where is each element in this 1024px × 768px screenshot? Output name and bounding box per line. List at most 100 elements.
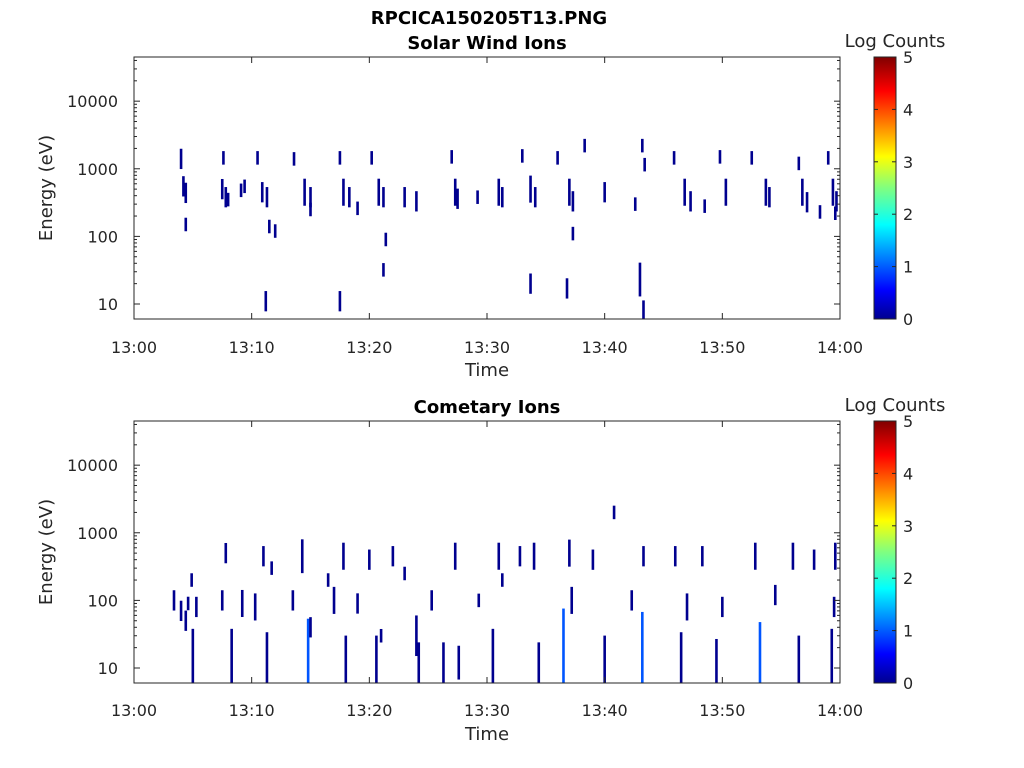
x-tick-label: 13:30 bbox=[464, 701, 510, 720]
heatmap-cell bbox=[603, 182, 606, 203]
x-tick-label: 13:00 bbox=[111, 701, 157, 720]
y-tick-label: 10 bbox=[98, 295, 118, 314]
heatmap-cell bbox=[430, 590, 433, 611]
heatmap-cell bbox=[568, 539, 571, 567]
x-tick-label: 14:00 bbox=[817, 338, 863, 357]
heatmap-cell bbox=[220, 590, 224, 611]
heatmap-cell bbox=[224, 542, 228, 564]
heatmap-cell bbox=[831, 178, 835, 206]
heatmap-cell bbox=[382, 263, 385, 277]
heatmap-cell bbox=[476, 190, 479, 204]
heatmap-cell bbox=[453, 542, 457, 570]
heatmap-cell bbox=[309, 187, 312, 208]
heatmap-cell bbox=[303, 178, 306, 206]
heatmap-cell bbox=[801, 178, 804, 206]
heatmap-cell bbox=[456, 188, 459, 209]
heatmap-cell bbox=[679, 632, 683, 683]
y-tick-label: 10000 bbox=[67, 92, 118, 111]
x-axis-label: Time bbox=[464, 360, 509, 381]
heatmap-cell bbox=[826, 151, 830, 165]
heatmap-cell bbox=[642, 546, 645, 567]
colorbar-tick-label: 4 bbox=[903, 464, 913, 483]
x-tick-label: 13:40 bbox=[582, 338, 628, 357]
y-tick-label: 100 bbox=[87, 227, 118, 246]
heatmap-cell bbox=[453, 178, 457, 206]
heatmap-cell bbox=[832, 596, 836, 618]
heatmap-cell bbox=[533, 187, 537, 208]
heatmap-cell bbox=[172, 590, 176, 611]
heatmap-cell bbox=[356, 593, 359, 614]
heatmap-cell bbox=[570, 586, 574, 614]
heatmap-cell bbox=[309, 202, 312, 217]
heatmap-cell bbox=[562, 608, 565, 683]
colorbar-tick-label: 5 bbox=[903, 412, 913, 431]
heatmap-cell bbox=[797, 635, 801, 683]
heatmap-cell bbox=[835, 191, 838, 212]
heatmap-cell bbox=[583, 138, 586, 153]
heatmap-cell bbox=[568, 178, 571, 206]
heatmap-cell bbox=[805, 192, 809, 213]
heatmap-cell bbox=[500, 573, 504, 587]
chart-title: Cometary Ions bbox=[414, 397, 561, 418]
heatmap-cell bbox=[356, 201, 359, 216]
heatmap-cell bbox=[565, 278, 569, 299]
colorbar bbox=[873, 420, 897, 684]
heatmap-cell bbox=[338, 291, 342, 312]
heatmap-cell bbox=[812, 549, 816, 570]
heatmap-cell bbox=[264, 291, 268, 312]
colorbar bbox=[873, 56, 897, 320]
x-tick-label: 13:40 bbox=[582, 701, 628, 720]
heatmap-cell bbox=[497, 542, 501, 570]
heatmap-cell bbox=[182, 176, 185, 197]
heatmap-cell bbox=[309, 617, 312, 638]
heatmap-cell bbox=[265, 187, 269, 208]
heatmap-cell bbox=[638, 262, 642, 297]
heatmap-cell bbox=[326, 573, 330, 587]
heatmap-cell bbox=[773, 584, 777, 606]
heatmap-cell bbox=[641, 138, 644, 153]
heatmap-cell bbox=[268, 219, 271, 234]
heatmap-cell bbox=[689, 191, 692, 212]
heatmap-cell bbox=[630, 590, 634, 611]
y-tick-label: 10000 bbox=[67, 456, 118, 475]
heatmap-cell bbox=[457, 645, 461, 680]
heatmap-cell bbox=[791, 542, 795, 570]
colorbar-tick-label: 2 bbox=[903, 205, 913, 224]
heatmap-cell bbox=[415, 615, 418, 657]
x-tick-label: 13:30 bbox=[464, 338, 510, 357]
colorbar-label: Log Counts bbox=[845, 395, 946, 416]
heatmap-cell bbox=[518, 546, 522, 567]
heatmap-cell bbox=[184, 182, 188, 204]
x-tick-label: 13:10 bbox=[229, 701, 275, 720]
heatmap-cell bbox=[222, 151, 225, 165]
heatmap-cell bbox=[300, 539, 304, 574]
heatmap-cell bbox=[715, 638, 718, 683]
heatmap-cell bbox=[612, 505, 616, 520]
heatmap-cell bbox=[384, 232, 388, 247]
heatmap-cells bbox=[179, 138, 838, 319]
heatmap-cell bbox=[571, 191, 575, 212]
y-tick-label: 100 bbox=[87, 591, 118, 610]
heatmap-cell bbox=[239, 183, 243, 198]
heatmap-cell bbox=[417, 642, 421, 683]
heatmap-cell bbox=[529, 273, 532, 294]
heatmap-cell bbox=[195, 596, 198, 618]
heatmap-cell bbox=[643, 157, 646, 172]
x-axis-label: Time bbox=[464, 724, 509, 745]
heatmap-cell bbox=[685, 593, 689, 621]
heatmap-cell bbox=[750, 151, 754, 165]
heatmap-cell bbox=[797, 156, 801, 171]
heatmap-cell bbox=[273, 224, 277, 238]
heatmap-cell bbox=[768, 187, 771, 208]
x-tick-label: 13:10 bbox=[229, 338, 275, 357]
heatmap-cell bbox=[521, 149, 524, 163]
heatmap-cell bbox=[240, 589, 244, 618]
heatmap-cell bbox=[344, 635, 348, 683]
heatmap-cell bbox=[226, 192, 230, 207]
heatmap-cell bbox=[833, 206, 837, 220]
heatmap-cell bbox=[450, 150, 453, 164]
heatmap-cell bbox=[529, 175, 532, 203]
heatmap-cell bbox=[260, 182, 264, 203]
heatmap-cell bbox=[724, 178, 728, 206]
